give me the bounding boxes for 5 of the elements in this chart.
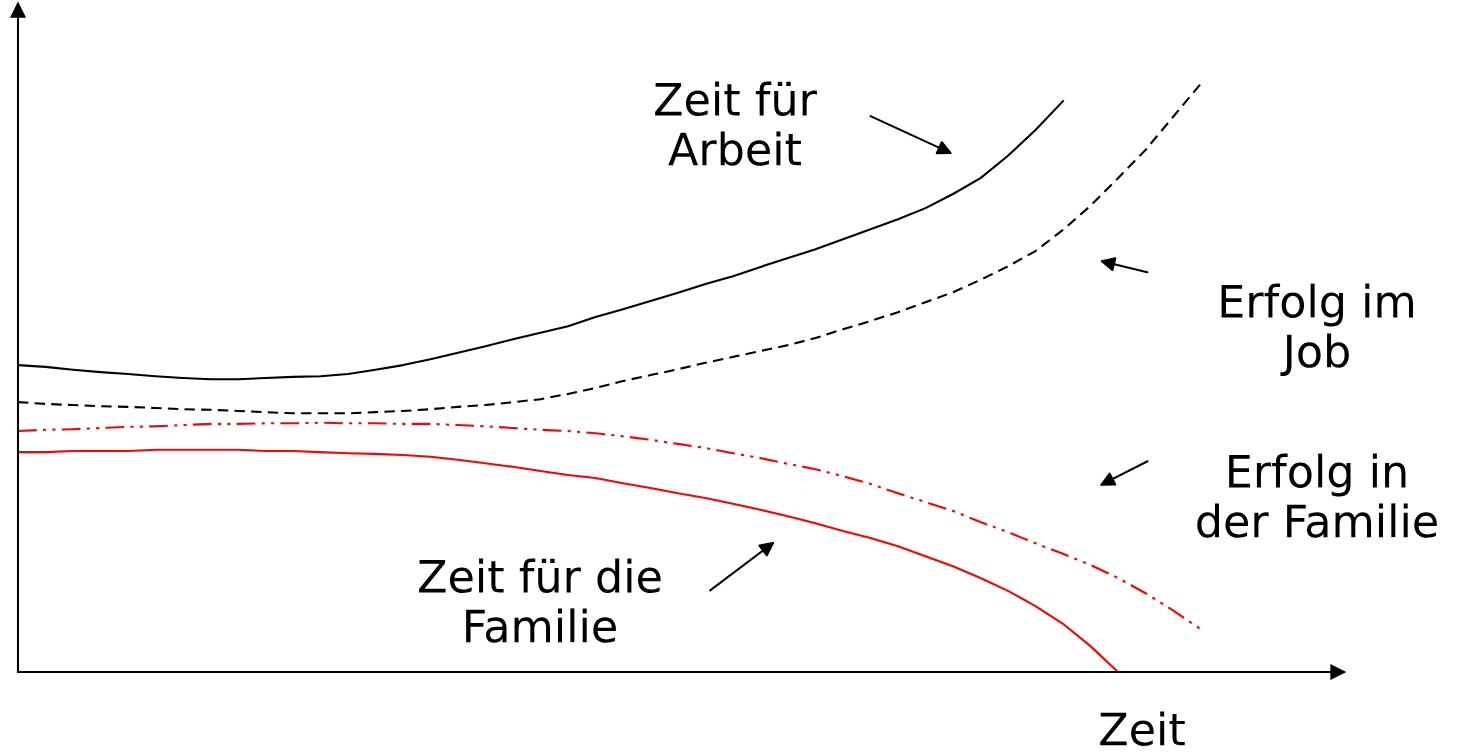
annotation: Zeit für die Familie — [419, 558, 661, 643]
annotation: Erfolg in der Familie — [1197, 453, 1437, 538]
x-axis-title: Zeit — [1100, 711, 1185, 746]
annotation: Erfolg im Job — [1221, 283, 1413, 377]
annotation: Zeit für Arbeit — [655, 81, 817, 166]
